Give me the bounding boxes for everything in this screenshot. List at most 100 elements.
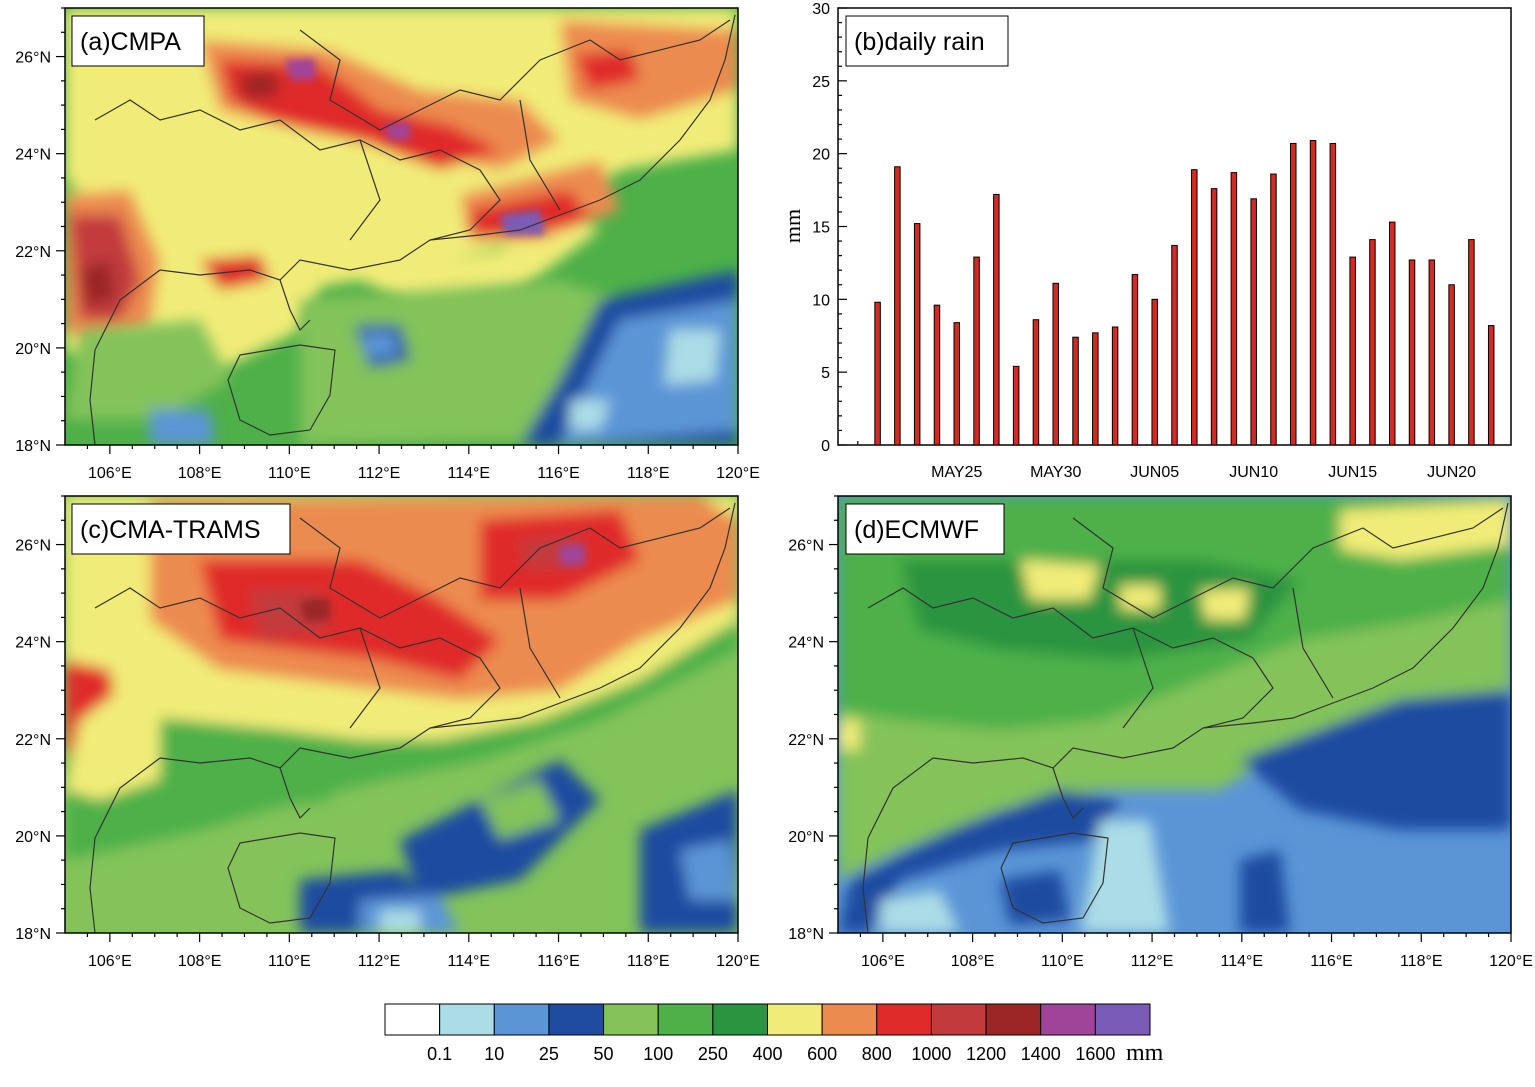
x-tick-label: JUN20 bbox=[1427, 464, 1476, 481]
map-d-lon-label: 114°E bbox=[1221, 953, 1264, 970]
bar bbox=[1448, 284, 1455, 446]
bar bbox=[1250, 198, 1257, 446]
colorbar-swatch bbox=[821, 1003, 878, 1036]
colorbar-swatch bbox=[767, 1003, 823, 1036]
colorbar-unit: mm bbox=[1126, 1040, 1164, 1066]
colorbar-swatch bbox=[603, 1003, 659, 1036]
colorbar-level-label: 800 bbox=[862, 1044, 892, 1064]
bar bbox=[1270, 173, 1277, 446]
map-a-lon-label: 114°E bbox=[448, 465, 491, 482]
map-d-lon-label: 116°E bbox=[1310, 953, 1353, 970]
map-d-lat-label: 20°N bbox=[788, 829, 824, 846]
colorbar-swatch bbox=[1040, 1003, 1096, 1036]
panel-a-boundaries bbox=[89, 14, 736, 445]
x-tick-label: JUN15 bbox=[1328, 464, 1377, 481]
bar bbox=[894, 166, 901, 446]
map-c-lon-label: 108°E bbox=[178, 953, 222, 970]
x-tick-label: JUN10 bbox=[1229, 464, 1278, 481]
bar bbox=[953, 322, 961, 446]
bar bbox=[913, 223, 921, 446]
panel-d-precip-field bbox=[838, 496, 1511, 933]
map-d-lat-label: 24°N bbox=[788, 635, 824, 652]
chart-ylabel: mm bbox=[780, 209, 805, 243]
map-c-lon-label: 120°E bbox=[716, 953, 760, 970]
map-c-lat-label: 20°N bbox=[15, 829, 51, 846]
bar bbox=[1468, 239, 1475, 446]
x-tick-label: MAY25 bbox=[931, 464, 982, 481]
map-a-lon-label: 108°E bbox=[178, 465, 222, 482]
colorbar-level-label: 400 bbox=[752, 1044, 782, 1064]
colorbar: 0.1 10 25 50 100 250 400 600 800 1000 1200 1400 1600 bbox=[384, 1003, 1151, 1064]
map-d-lon-label: 118°E bbox=[1400, 953, 1443, 970]
panel-c-map: (c)CMA-TRAMS bbox=[64, 495, 739, 934]
bar bbox=[973, 256, 980, 446]
bar bbox=[1012, 365, 1020, 446]
map-c-lon-label: 114°E bbox=[448, 953, 491, 970]
bar bbox=[1072, 336, 1079, 446]
colorbar-swatch bbox=[657, 1003, 714, 1036]
colorbar-swatch bbox=[439, 1003, 495, 1036]
bar bbox=[1191, 169, 1198, 446]
map-a-lon-label: 116°E bbox=[537, 465, 580, 482]
y-tick-label: 20 bbox=[812, 147, 830, 164]
map-a-lon-label: 106°E bbox=[88, 465, 132, 482]
map-c-lat-label: 24°N bbox=[15, 635, 51, 652]
y-tick-label: 30 bbox=[812, 1, 830, 18]
y-tick-label: 10 bbox=[812, 292, 830, 309]
bar bbox=[1290, 142, 1297, 446]
bar bbox=[1388, 221, 1396, 446]
bar bbox=[1092, 332, 1099, 446]
panel-d-label-box bbox=[845, 503, 1005, 555]
panel-d-map: (d)ECMWF bbox=[837, 495, 1512, 934]
map-a-lat-label: 18°N bbox=[15, 438, 51, 455]
colorbar-level-label: 600 bbox=[807, 1044, 837, 1064]
bar bbox=[1369, 239, 1376, 446]
chart-title: (b)daily rain bbox=[854, 28, 985, 56]
map-d-lon-label: 112°E bbox=[1131, 953, 1174, 970]
bar bbox=[1052, 282, 1059, 446]
bar bbox=[1111, 326, 1119, 446]
map-a-lat-label: 26°N bbox=[15, 50, 51, 67]
chart-b-marks: 0 5 10 15 20 25 30 MAY25 MAY30 JUN05 JUN10 JUN15 JUN… bbox=[812, 1, 1495, 481]
panel-d-label: (d)ECMWF bbox=[854, 516, 979, 544]
y-tick-label: 0 bbox=[821, 438, 830, 455]
y-tick-label: 5 bbox=[821, 365, 830, 382]
map-c-lon-label: 112°E bbox=[358, 953, 401, 970]
colorbar-swatch bbox=[712, 1003, 768, 1036]
colorbar-level-label: 1400 bbox=[1021, 1044, 1061, 1064]
map-c-lat-label: 22°N bbox=[15, 732, 51, 749]
bar bbox=[1230, 172, 1238, 446]
colorbar-swatch bbox=[985, 1003, 1042, 1036]
bar bbox=[993, 193, 1000, 446]
bar bbox=[1210, 188, 1218, 446]
panel-a-label-box bbox=[71, 15, 205, 67]
x-tick-label: JUN05 bbox=[1130, 464, 1179, 481]
bar bbox=[874, 301, 881, 446]
colorbar-swatch bbox=[876, 1003, 932, 1036]
colorbar-swatch bbox=[493, 1003, 550, 1036]
map-d-lon-label: 120°E bbox=[1489, 953, 1533, 970]
map-c-lon-label: 106°E bbox=[88, 953, 132, 970]
colorbar-swatch bbox=[384, 1003, 441, 1036]
map-a-lon-label: 110°E bbox=[268, 465, 311, 482]
map-a-lat-label: 22°N bbox=[15, 244, 51, 261]
colorbar-level-label: 1000 bbox=[911, 1044, 951, 1064]
colorbar-swatch bbox=[930, 1003, 987, 1036]
colorbar-level-label: 25 bbox=[539, 1044, 559, 1064]
colorbar-level-label: 0.1 bbox=[427, 1044, 452, 1064]
colorbar-level-label: 250 bbox=[698, 1044, 728, 1064]
colorbar-level-label: 50 bbox=[594, 1044, 614, 1064]
map-c-lat-label: 18°N bbox=[15, 926, 51, 943]
bar bbox=[1428, 259, 1436, 446]
map-d-lat-label: 18°N bbox=[788, 926, 824, 943]
bar bbox=[1408, 259, 1416, 446]
map-d-lon-label: 108°E bbox=[951, 953, 995, 970]
panel-c-label-box bbox=[71, 503, 291, 555]
bar bbox=[1032, 319, 1040, 446]
colorbar-level-label: 1600 bbox=[1075, 1044, 1115, 1064]
map-c-lon-label: 110°E bbox=[268, 953, 311, 970]
bar bbox=[1171, 244, 1178, 446]
map-d-lon-label: 106°E bbox=[861, 953, 905, 970]
panel-c-label: (c)CMA-TRAMS bbox=[80, 516, 261, 544]
